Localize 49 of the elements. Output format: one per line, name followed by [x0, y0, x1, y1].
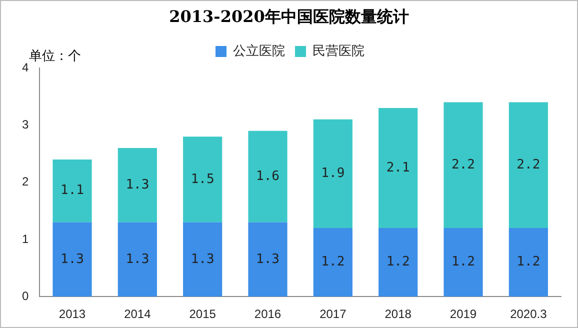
x-tick-label: 2014 — [124, 307, 152, 322]
y-tick-label: 3 — [22, 117, 29, 132]
data-label: 1.3 — [126, 178, 150, 193]
data-label: 1.6 — [256, 168, 280, 184]
data-label: 2.2 — [452, 158, 475, 173]
text: 单位：个 — [29, 48, 81, 65]
bar — [378, 228, 418, 297]
data-label: 1.2 — [321, 254, 345, 270]
bar — [508, 228, 548, 297]
y-tick-label: 0 — [22, 288, 29, 303]
x-tick-label: 2015 — [189, 307, 216, 322]
bar — [52, 222, 92, 297]
data-label: 1.2 — [516, 254, 540, 270]
bar — [313, 119, 352, 228]
legend-label: 民营医院 — [312, 43, 364, 58]
bar — [508, 102, 548, 228]
x-tick-label: 2019 — [450, 307, 477, 322]
bar — [183, 222, 222, 297]
bar — [52, 159, 92, 222]
x-tick-label: 2017 — [320, 307, 347, 322]
y-tick-label: 4 — [22, 60, 29, 74]
bar — [118, 222, 157, 297]
data-label: 1.9 — [321, 166, 345, 182]
bar — [378, 108, 418, 228]
data-label: 1.3 — [256, 252, 280, 267]
data-label: 2.1 — [386, 160, 410, 176]
bar — [248, 130, 288, 222]
bar — [444, 228, 483, 297]
bar — [313, 228, 352, 297]
data-label: 1.1 — [60, 183, 84, 198]
x-tick-label: 2018 — [384, 307, 412, 322]
data-label: 1.2 — [386, 254, 410, 270]
data-label: 2.2 — [516, 158, 540, 173]
data-label: 1.2 — [452, 254, 475, 270]
chart-title: 2013-2020年中国医院数量统计 — [168, 7, 410, 28]
data-label: 1.3 — [126, 252, 150, 267]
x-tick-label: 2020.3 — [510, 307, 548, 322]
bar — [118, 148, 157, 222]
data-label: 1.5 — [190, 172, 214, 187]
y-tick-label: 1 — [22, 232, 29, 246]
bar — [444, 102, 483, 228]
data-label: 1.3 — [60, 252, 84, 267]
y-tick-label: 2 — [22, 174, 29, 189]
data-label: 1.3 — [190, 252, 214, 267]
x-tick-label: 2016 — [254, 307, 282, 322]
bar — [183, 136, 222, 222]
x-tick-label: 2013 — [58, 307, 86, 322]
legend-label: 公立医院 — [233, 43, 285, 58]
bar — [248, 222, 288, 297]
